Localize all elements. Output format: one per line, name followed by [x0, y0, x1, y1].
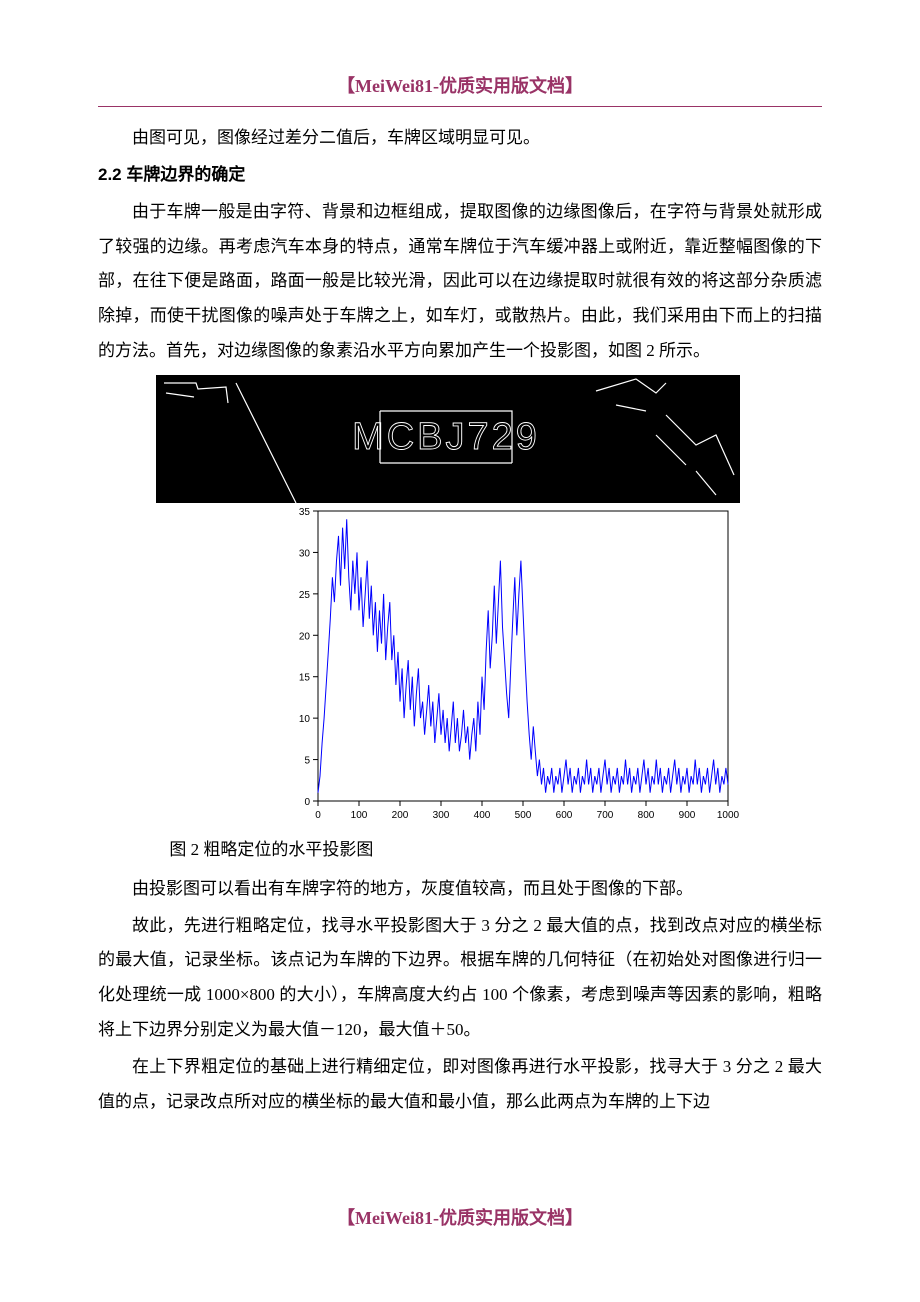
svg-text:MCBJ729: MCBJ729 — [352, 416, 540, 458]
paragraph-1: 由图可见，图像经过差分二值后，车牌区域明显可见。 — [98, 121, 822, 156]
svg-text:25: 25 — [299, 590, 311, 601]
edge-image: MCBJ729 — [156, 375, 740, 503]
svg-text:300: 300 — [433, 810, 450, 821]
section-title-2-2: 2.2 车牌边界的确定 — [98, 158, 822, 193]
svg-text:200: 200 — [392, 810, 409, 821]
svg-text:500: 500 — [515, 810, 532, 821]
paragraph-5: 在上下界粗定位的基础上进行精细定位，即对图像再进行水平投影，找寻大于 3 分之 … — [98, 1050, 822, 1120]
figure-2-container: MCBJ729 0 5 10 15 20 25 30 35 0 100 200 300 400 500 60… — [98, 375, 822, 868]
figure-2-caption: 图 2 粗略定位的水平投影图 — [169, 833, 822, 868]
paragraph-2: 由于车牌一般是由字符、背景和边框组成，提取图像的边缘图像后，在字符与背景处就形成… — [98, 195, 822, 369]
svg-text:0: 0 — [315, 810, 321, 821]
svg-text:10: 10 — [299, 714, 311, 725]
svg-text:400: 400 — [474, 810, 491, 821]
svg-text:100: 100 — [351, 810, 368, 821]
page-header: 【MeiWei81-优质实用版文档】 — [98, 72, 822, 107]
svg-text:1000: 1000 — [717, 810, 740, 821]
paragraph-3: 由投影图可以看出有车牌字符的地方，灰度值较高，而且处于图像的下部。 — [98, 872, 822, 907]
svg-text:35: 35 — [299, 507, 311, 518]
svg-text:30: 30 — [299, 548, 311, 559]
projection-chart: 0 5 10 15 20 25 30 35 0 100 200 300 400 500 600 700 800 9… — [274, 501, 740, 831]
svg-text:700: 700 — [597, 810, 614, 821]
svg-text:600: 600 — [556, 810, 573, 821]
svg-text:15: 15 — [299, 673, 311, 684]
svg-text:900: 900 — [679, 810, 696, 821]
svg-text:20: 20 — [299, 631, 311, 642]
page-footer: 【MeiWei81-优质实用版文档】 — [98, 1204, 822, 1230]
svg-text:5: 5 — [304, 755, 310, 766]
svg-text:0: 0 — [304, 797, 310, 808]
svg-text:800: 800 — [638, 810, 655, 821]
paragraph-4: 故此，先进行粗略定位，找寻水平投影图大于 3 分之 2 最大值的点，找到改点对应… — [98, 909, 822, 1048]
